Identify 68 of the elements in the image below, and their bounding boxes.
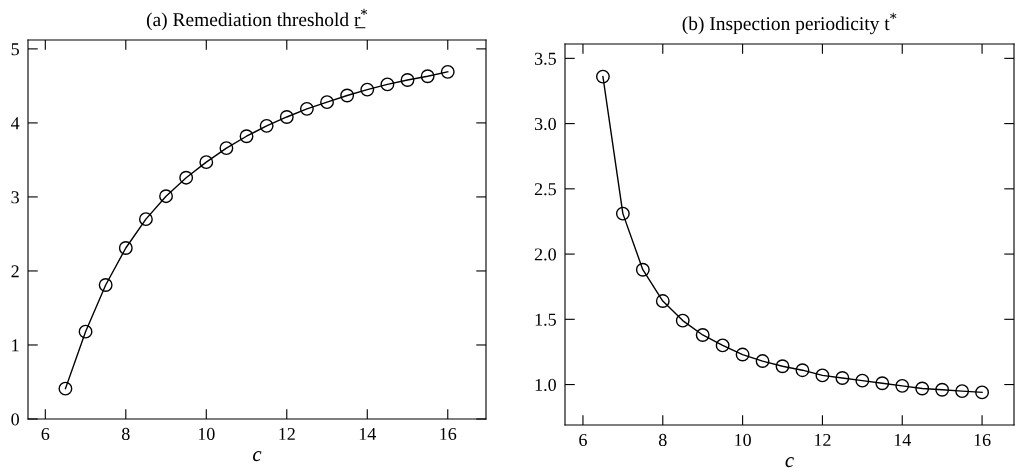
point <box>655 294 670 308</box>
point <box>735 347 750 362</box>
x-axis-title: c <box>785 457 794 468</box>
point <box>159 189 173 204</box>
point <box>320 95 334 110</box>
point <box>98 278 113 292</box>
point <box>340 88 355 103</box>
chart-title: (b) Inspection periodicity t$^{*}$ <box>682 12 897 35</box>
y-tick-label: 2 <box>11 265 19 278</box>
point <box>259 118 274 133</box>
y-tick-label: 3.0 <box>534 117 556 131</box>
chart-title: (a) Remediation threshold r̲$^{*}$ <box>146 8 368 31</box>
x-tick-label: 12 <box>279 427 295 440</box>
x-tick-label: 6 <box>41 427 50 441</box>
x-tick-label: 14 <box>359 427 377 440</box>
point <box>855 373 870 388</box>
point <box>118 241 133 255</box>
x-tick-label: 8 <box>121 427 130 441</box>
point <box>675 313 690 328</box>
point <box>179 170 194 185</box>
point <box>239 129 254 144</box>
x-tick-label: 10 <box>735 433 751 447</box>
x-tick-label: 10 <box>198 427 215 441</box>
point <box>755 354 770 369</box>
y-tick-label: 1.5 <box>535 313 556 326</box>
point <box>715 338 730 353</box>
point <box>835 371 850 385</box>
y-tick-label: 1 <box>12 339 19 352</box>
y-tick-label: 2.5 <box>534 183 556 196</box>
point <box>58 381 73 396</box>
point <box>875 376 890 391</box>
point <box>915 381 930 396</box>
point <box>615 206 630 221</box>
point <box>935 382 950 397</box>
point <box>400 73 415 87</box>
point <box>895 378 910 393</box>
y-tick-label: 0 <box>11 413 19 426</box>
point <box>695 328 710 342</box>
point <box>78 324 93 339</box>
x-tick-label: 12 <box>814 433 831 446</box>
point <box>975 385 990 400</box>
point <box>795 363 810 378</box>
point <box>775 359 790 374</box>
point <box>360 82 375 97</box>
y-tick-label: 4 <box>10 117 20 130</box>
y-tick-label: 3.5 <box>534 52 556 65</box>
point <box>199 155 214 170</box>
x-tick-label: 6 <box>579 433 587 447</box>
y-tick-label: 3 <box>11 191 19 204</box>
point <box>955 384 970 399</box>
x-tick-label: 16 <box>974 433 991 447</box>
y-tick-label: 2.0 <box>534 248 556 261</box>
point <box>420 69 435 84</box>
y-tick-label: 1.0 <box>535 378 556 392</box>
y-tick-label: 5 <box>11 43 19 56</box>
x-axis-title: c <box>253 451 262 462</box>
point <box>219 141 234 156</box>
point <box>138 212 153 227</box>
x-tick-label: 16 <box>440 427 457 441</box>
point <box>440 64 455 79</box>
point <box>815 368 830 383</box>
x-tick-label: 8 <box>658 433 667 447</box>
point <box>635 262 650 277</box>
point <box>380 77 395 92</box>
point <box>595 69 610 84</box>
point <box>279 110 294 124</box>
point <box>299 101 314 116</box>
x-tick-label: 14 <box>894 433 911 446</box>
